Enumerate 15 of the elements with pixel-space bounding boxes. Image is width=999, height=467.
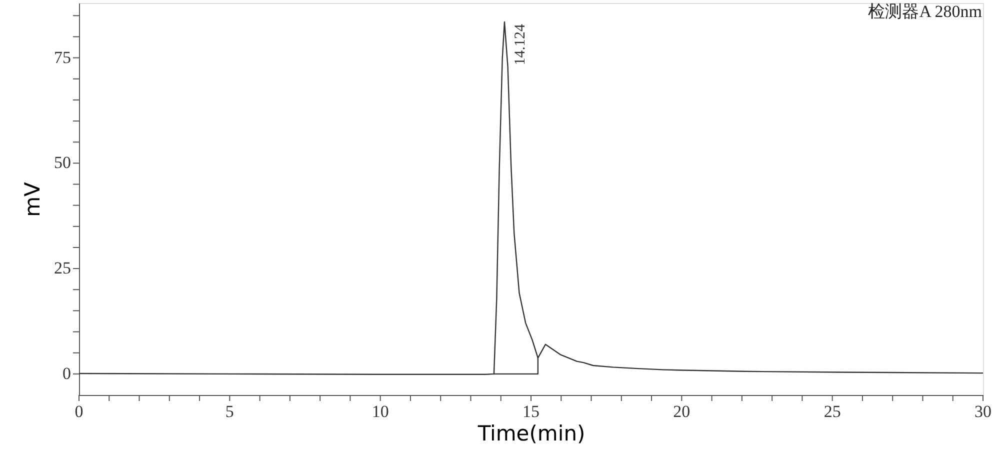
x-tick-label: 5 (225, 402, 234, 421)
x-tick-label: 10 (372, 402, 389, 421)
annotation: 检测器A 280nm (868, 2, 982, 21)
y-tick-label: 25 (54, 258, 71, 278)
x-tick-label: 15 (522, 402, 540, 421)
x-axis-title: Time(min) (476, 422, 586, 446)
y-tick-label: 0 (62, 364, 71, 383)
x-tick-label: 25 (824, 402, 841, 421)
annotation: 14.124 (512, 23, 529, 66)
y-axis-title: mV (20, 181, 44, 217)
x-tick-label: 20 (673, 402, 690, 421)
x-tick-label: 30 (974, 402, 992, 421)
y-tick-label: 50 (54, 153, 71, 172)
y-tick-label: 75 (54, 48, 71, 67)
x-tick-label: 0 (74, 402, 84, 421)
